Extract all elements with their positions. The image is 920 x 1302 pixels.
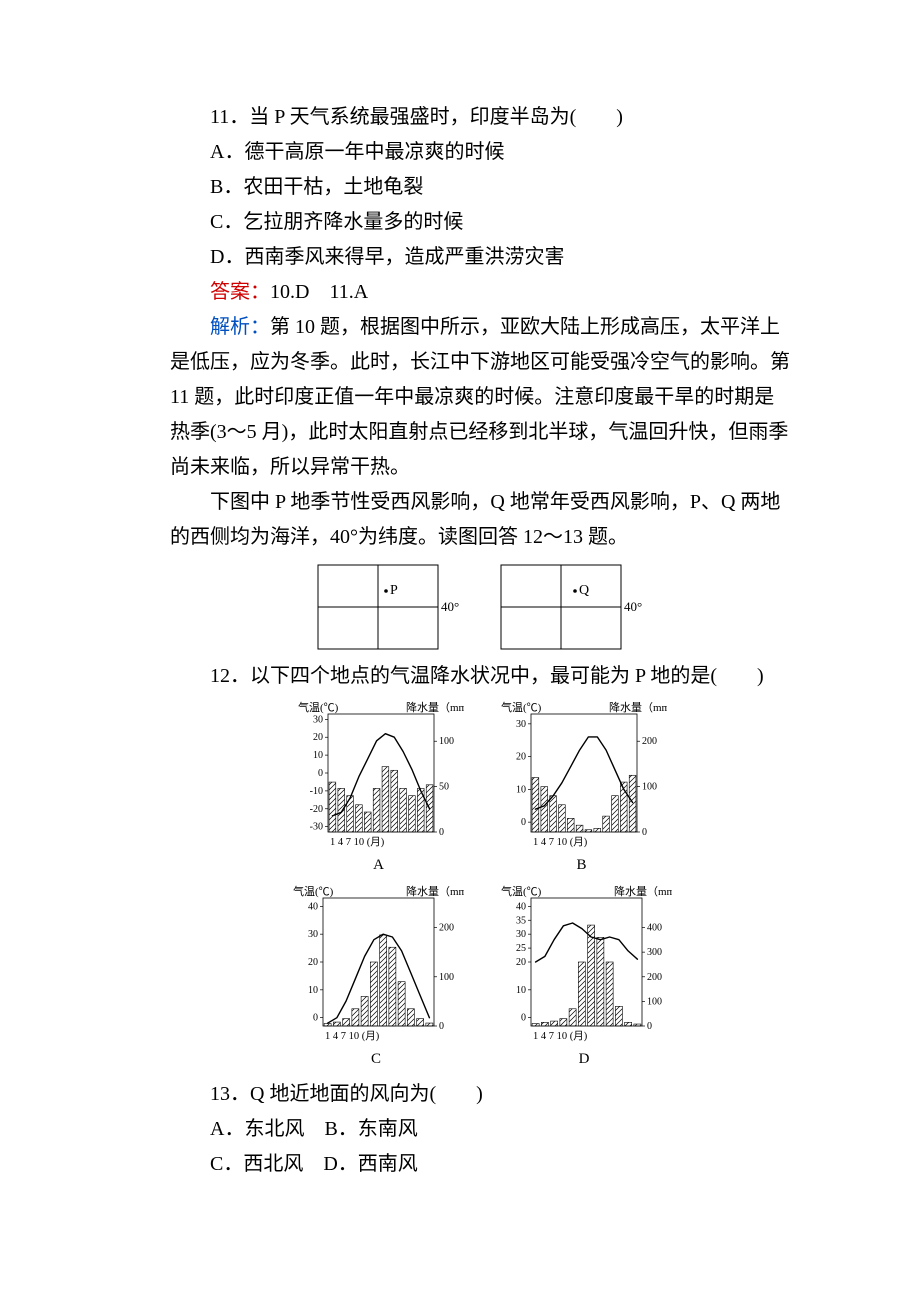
svg-text:40: 40 — [308, 902, 318, 913]
q13-option-ab: A．东北风 B．东南风 — [170, 1112, 790, 1147]
explain-label: 解析： — [210, 316, 270, 338]
q11-option-c: C．乞拉朋齐降水量多的时候 — [170, 205, 790, 240]
svg-text:100: 100 — [439, 736, 454, 747]
svg-text:0: 0 — [318, 768, 323, 779]
svg-text:降水量（mm）: 降水量（mm） — [406, 884, 464, 898]
svg-text:40: 40 — [516, 902, 526, 913]
q12-stem: 12．以下四个地点的气温降水状况中，最可能为 P 地的是( ) — [170, 659, 790, 694]
svg-text:0: 0 — [647, 1021, 652, 1032]
chart-D-caption: D — [497, 1046, 672, 1072]
svg-text:降水量（mm）: 降水量（mm） — [406, 700, 464, 714]
p-lat: 40° — [441, 599, 459, 614]
svg-text:20: 20 — [313, 732, 323, 743]
svg-text:30: 30 — [308, 929, 318, 940]
q13-option-cd: C．西北风 D．西南风 — [170, 1147, 790, 1182]
svg-text:10: 10 — [516, 784, 526, 795]
svg-text:30: 30 — [516, 929, 526, 940]
svg-text:0: 0 — [642, 827, 647, 838]
svg-text:100: 100 — [642, 782, 657, 793]
svg-text:30: 30 — [313, 714, 323, 725]
q11-option-b: B．农田干枯，土地龟裂 — [170, 170, 790, 205]
svg-text:10: 10 — [516, 985, 526, 996]
chart-B: 气温(℃) 降水量（mm） 0 10 20 30 0 100 200 1 4 7 10 (月) B — [497, 700, 667, 878]
svg-text:-30: -30 — [309, 822, 322, 833]
svg-text:200: 200 — [642, 736, 657, 747]
answer-line: 答案：10.D 11.A — [170, 275, 790, 310]
svg-text:20: 20 — [516, 957, 526, 968]
q11-option-d: D．西南季风来得早，造成严重洪涝灾害 — [170, 240, 790, 275]
svg-text:100: 100 — [439, 972, 454, 983]
svg-text:200: 200 — [647, 972, 662, 983]
answer-text: 10.D 11.A — [270, 281, 368, 303]
svg-text:气温(℃): 气温(℃) — [298, 700, 339, 714]
svg-text:300: 300 — [647, 947, 662, 958]
svg-text:0: 0 — [439, 827, 444, 838]
svg-text:降水量（mm）: 降水量（mm） — [614, 884, 672, 898]
svg-text:气温(℃): 气温(℃) — [501, 700, 542, 714]
q13-stem: 13．Q 地近地面的风向为( ) — [170, 1077, 790, 1112]
pq-box-q: Q 40° — [497, 561, 647, 655]
svg-text:0: 0 — [439, 1021, 444, 1032]
q11-option-a: A．德干高原一年中最凉爽的时候 — [170, 135, 790, 170]
svg-text:20: 20 — [516, 752, 526, 763]
chart-A-caption: A — [294, 852, 464, 878]
svg-text:20: 20 — [308, 957, 318, 968]
svg-text:30: 30 — [516, 719, 526, 730]
explain-para: 解析：第 10 题，根据图中所示，亚欧大陆上形成高压，太平洋上是低压，应为冬季。… — [170, 310, 790, 485]
chart-B-caption: B — [497, 852, 667, 878]
q-lat: 40° — [624, 599, 642, 614]
charts-row-1: 气温(℃)降水量（mm）-30-20-1001020300501001 4 7 … — [170, 700, 790, 878]
svg-text:-10: -10 — [309, 786, 322, 797]
svg-text:50: 50 — [439, 782, 449, 793]
svg-text:气温(℃): 气温(℃) — [293, 884, 334, 898]
svg-text:35: 35 — [516, 916, 526, 927]
svg-text:1 4 7 10 (月): 1 4 7 10 (月) — [325, 1030, 380, 1042]
svg-text:400: 400 — [647, 923, 662, 934]
svg-text:降水量（mm）: 降水量（mm） — [609, 700, 667, 714]
answer-label: 答案： — [210, 281, 270, 303]
svg-text:1 4 7 10 (月): 1 4 7 10 (月) — [533, 836, 588, 848]
svg-text:气温(℃): 气温(℃) — [501, 884, 542, 898]
svg-text:0: 0 — [313, 1013, 318, 1024]
svg-text:10: 10 — [308, 985, 318, 996]
chart-C-caption: C — [289, 1046, 464, 1072]
svg-text:25: 25 — [516, 943, 526, 954]
p-label: P — [390, 583, 398, 598]
svg-text:1 4 7 10 (月): 1 4 7 10 (月) — [330, 836, 385, 848]
charts-row-2: 气温(℃)降水量（mm）01020304001002001 4 7 10 (月)… — [170, 884, 790, 1072]
chart-D: 气温(℃)降水量（mm）010202530354001002003004001 … — [497, 884, 672, 1072]
chart-A: 气温(℃) 降水量（mm） -30 -20 -10 0 10 20 30 0 50 100 1 4 7 … — [294, 700, 464, 878]
pq-figure: P 40° Q 40° — [170, 561, 790, 655]
explain-text: 第 10 题，根据图中所示，亚欧大陆上形成高压，太平洋上是低压，应为冬季。此时，… — [170, 316, 790, 478]
chart-C: 气温(℃) 降水量（mm） 0 10 20 30 40 0 100 200 1 4 7 10 (月)… — [289, 884, 464, 1072]
page: 11．当 P 天气系统最强盛时，印度半岛为( ) A．德干高原一年中最凉爽的时候… — [0, 0, 920, 1262]
pq-box-p: P 40° — [314, 561, 464, 655]
svg-text:-20: -20 — [309, 804, 322, 815]
svg-text:10: 10 — [313, 750, 323, 761]
svg-text:0: 0 — [521, 817, 526, 828]
svg-text:0: 0 — [521, 1013, 526, 1024]
svg-text:1 4 7 10 (月): 1 4 7 10 (月) — [533, 1030, 588, 1042]
q11-stem: 11．当 P 天气系统最强盛时，印度半岛为( ) — [170, 100, 790, 135]
q-label: Q — [579, 583, 589, 598]
svg-text:100: 100 — [647, 997, 662, 1008]
svg-text:200: 200 — [439, 923, 454, 934]
passage2: 下图中 P 地季节性受西风影响，Q 地常年受西风影响，P、Q 两地的西侧均为海洋… — [170, 485, 790, 555]
